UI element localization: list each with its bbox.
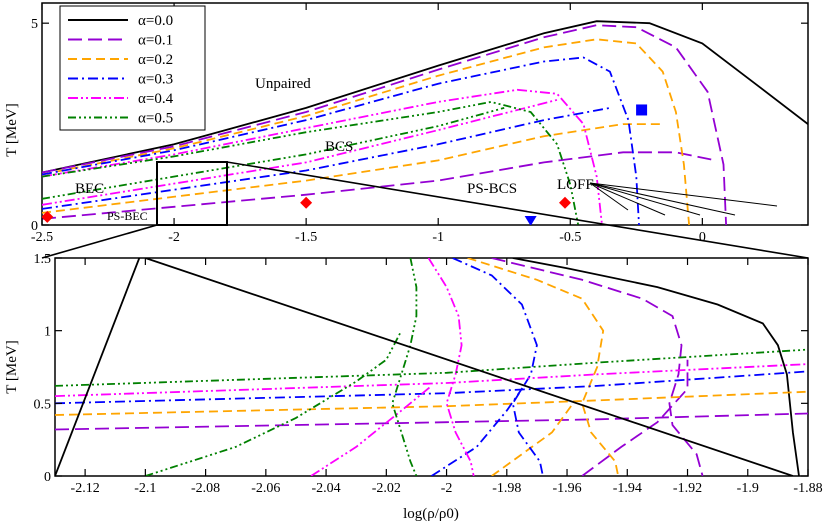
series-line-0-8 — [42, 99, 558, 206]
y-tick-label: 5 — [31, 17, 38, 32]
marker-diamond — [300, 196, 313, 209]
top-panel: -2.5 -2 -1.5 -1 -0.5 0 05 T [MeV] Unpaired BC… — [4, 2, 809, 259]
x-tick-label: -2 — [168, 230, 180, 245]
region-label-ps-bcs: PS-BCS — [467, 181, 517, 197]
legend-label: α=0.0 — [138, 13, 173, 29]
bottom-y-axis-label: T [MeV] — [4, 340, 20, 393]
bottom-curves — [55, 258, 808, 476]
series-line-1-13 — [391, 258, 418, 476]
series-line-1-15 — [145, 330, 403, 476]
x-tick-label: -1.94 — [613, 481, 642, 496]
marker-diamond — [558, 196, 571, 209]
series-line-1-17 — [145, 258, 794, 476]
series-line-1-6 — [491, 402, 574, 476]
y-tick-label: 1.5 — [34, 252, 52, 267]
series-line-1-5 — [55, 390, 808, 416]
series-line-0-1 — [42, 24, 727, 225]
top-y-ticks: 05 — [31, 17, 808, 234]
y-tick-label: 1 — [44, 325, 51, 340]
series-line-0-5 — [42, 56, 640, 225]
region-label-bec: BEC — [75, 181, 104, 197]
x-tick-label: -1.98 — [492, 481, 521, 496]
region-label-unpaired: Unpaired — [255, 76, 311, 92]
bottom-y-ticks: 0 0.5 1 1.5 — [34, 252, 808, 485]
legend-label: α=0.2 — [138, 52, 173, 68]
x-tick-label: -2.06 — [251, 481, 280, 496]
marker-triangle-down — [524, 215, 537, 225]
top-plot-frame — [41, 2, 809, 226]
top-curves — [42, 20, 808, 225]
bottom-panel: -2.12 -2.1 -2.08 -2.06 -2.04 -2.02 -2 -1.98 -1.9… — [4, 252, 823, 522]
x-tick-label: -2.02 — [372, 481, 401, 496]
series-line-1-11 — [55, 363, 808, 397]
x-tick-label: -2.08 — [191, 481, 220, 496]
marker-square — [636, 104, 648, 116]
bottom-x-axis-label: log(ρ/ρ0) — [403, 506, 459, 522]
series-line-0-4 — [42, 123, 663, 214]
x-tick-label: -1.92 — [673, 481, 702, 496]
series-line-0-9 — [42, 100, 580, 225]
legend-entries: α=0.0 α=0.1 α=0.2 α=0.3 α=0.4 α=0.5 — [68, 13, 174, 127]
x-tick-label: -0.5 — [559, 230, 581, 245]
series-line-1-4 — [467, 258, 620, 476]
series-line-0-6 — [42, 107, 611, 210]
legend-label: α=0.5 — [138, 111, 173, 127]
y-tick-label: 0 — [31, 219, 38, 234]
legend-label: α=0.4 — [138, 91, 174, 107]
series-line-1-9 — [431, 388, 523, 476]
legend-box — [59, 5, 206, 131]
series-line-0-0 — [42, 20, 808, 174]
series-line-1-2 — [55, 412, 808, 431]
x-tick-label: -2.04 — [311, 481, 340, 496]
legend: α=0.0 α=0.1 α=0.2 α=0.3 α=0.4 α=0.5 — [59, 5, 206, 131]
series-line-0-10 — [42, 107, 505, 200]
top-y-axis-label: T [MeV] — [4, 103, 20, 156]
x-tick-label: -2.1 — [134, 481, 156, 496]
bottom-x-ticks: -2.12 -2.1 -2.08 -2.06 -2.04 -2.02 -2 -1.98 -1.9… — [71, 258, 823, 496]
region-label-bcs: BCS — [325, 139, 353, 155]
series-line-1-12 — [310, 385, 433, 476]
series-line-0-7 — [42, 88, 603, 225]
legend-label: α=0.1 — [138, 33, 173, 49]
marker-diamond — [42, 210, 54, 223]
x-tick-label: -2.12 — [71, 481, 100, 496]
x-tick-label: -1.5 — [295, 230, 317, 245]
zoom-connector-left — [41, 224, 158, 259]
y-tick-label: 0.5 — [34, 397, 52, 412]
x-tick-label: -2.5 — [31, 230, 53, 245]
x-tick-label: -1.9 — [737, 481, 759, 496]
zoom-connector-right — [226, 161, 809, 259]
region-label-loff: LOFF — [557, 177, 594, 193]
series-line-1-7 — [452, 258, 544, 476]
region-label-ps-bec: PS-BEC — [107, 209, 148, 223]
x-tick-label: -1.88 — [793, 481, 822, 496]
series-line-1-3 — [581, 359, 689, 476]
top-x-ticks: -2.5 -2 -1.5 -1 -0.5 0 — [31, 3, 706, 245]
series-line-0-3 — [42, 38, 690, 225]
zoom-box — [156, 161, 228, 226]
loff-pointer-lines — [589, 182, 778, 216]
series-line-1-0 — [512, 258, 800, 476]
series-line-1-16 — [55, 258, 141, 476]
y-tick-label: 0 — [44, 470, 51, 485]
x-tick-label: -1.96 — [552, 481, 581, 496]
x-tick-label: -1 — [432, 230, 444, 245]
x-tick-label: 0 — [699, 230, 706, 245]
series-line-0-2 — [42, 151, 716, 220]
x-tick-label: -2 — [441, 481, 453, 496]
legend-label: α=0.3 — [138, 72, 173, 88]
series-line-1-10 — [427, 258, 475, 476]
series-line-1-8 — [55, 370, 808, 405]
top-markers — [42, 104, 648, 225]
